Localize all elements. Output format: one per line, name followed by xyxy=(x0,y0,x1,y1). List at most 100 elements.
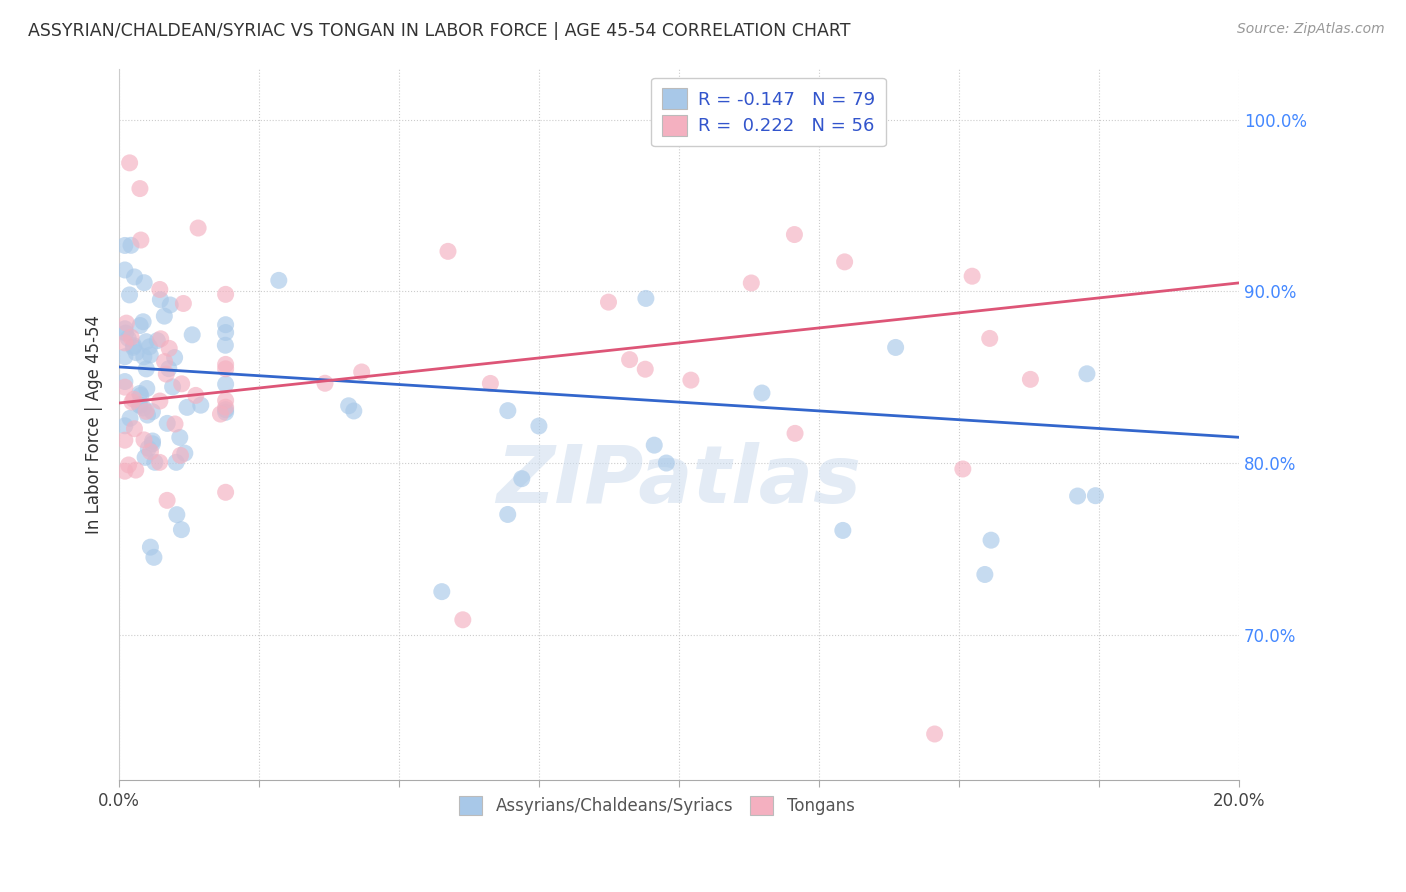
Point xyxy=(1066,489,1088,503)
Point xyxy=(135,382,157,396)
Point xyxy=(834,255,856,269)
Point xyxy=(146,334,169,348)
Point xyxy=(783,426,806,441)
Point xyxy=(176,401,198,415)
Point xyxy=(114,263,136,277)
Point xyxy=(214,326,236,340)
Point xyxy=(924,727,946,741)
Point xyxy=(149,455,172,469)
Point xyxy=(343,404,366,418)
Point xyxy=(117,458,139,472)
Point xyxy=(114,418,136,433)
Point xyxy=(129,181,152,195)
Point xyxy=(655,456,678,470)
Point xyxy=(162,380,184,394)
Text: ASSYRIAN/CHALDEAN/SYRIAC VS TONGAN IN LABOR FORCE | AGE 45-54 CORRELATION CHART: ASSYRIAN/CHALDEAN/SYRIAC VS TONGAN IN LA… xyxy=(28,22,851,40)
Point xyxy=(884,341,907,355)
Point xyxy=(141,434,163,448)
Point xyxy=(314,376,336,391)
Point xyxy=(783,227,806,242)
Point xyxy=(155,367,177,381)
Point xyxy=(114,322,136,336)
Point xyxy=(134,450,156,465)
Point xyxy=(129,399,152,413)
Point xyxy=(118,288,141,302)
Point xyxy=(214,402,236,417)
Point xyxy=(156,493,179,508)
Point xyxy=(214,393,236,408)
Point xyxy=(129,233,152,247)
Point xyxy=(118,156,141,170)
Point xyxy=(149,394,172,409)
Point xyxy=(159,298,181,312)
Point xyxy=(751,386,773,401)
Point xyxy=(214,361,236,376)
Point xyxy=(125,463,148,477)
Point xyxy=(121,395,143,409)
Point xyxy=(634,292,657,306)
Point xyxy=(479,376,502,391)
Point xyxy=(173,446,195,460)
Point xyxy=(214,318,236,332)
Point xyxy=(149,293,172,307)
Point xyxy=(166,508,188,522)
Point xyxy=(120,238,142,252)
Point xyxy=(169,449,191,463)
Point xyxy=(979,331,1001,345)
Point xyxy=(157,361,180,376)
Point xyxy=(124,422,146,436)
Point xyxy=(114,380,136,394)
Point xyxy=(132,433,155,447)
Point xyxy=(125,345,148,359)
Point xyxy=(831,524,853,538)
Point xyxy=(139,444,162,458)
Point xyxy=(135,362,157,376)
Point xyxy=(114,375,136,389)
Point xyxy=(117,331,139,345)
Point xyxy=(214,358,236,372)
Point xyxy=(1084,489,1107,503)
Point xyxy=(170,523,193,537)
Point xyxy=(114,433,136,447)
Point xyxy=(214,485,236,500)
Point xyxy=(124,269,146,284)
Point xyxy=(214,377,236,392)
Point xyxy=(114,335,136,350)
Point xyxy=(510,472,533,486)
Point xyxy=(149,332,172,346)
Point xyxy=(952,462,974,476)
Point xyxy=(619,352,641,367)
Point xyxy=(153,309,176,323)
Point xyxy=(679,373,702,387)
Point xyxy=(437,244,460,259)
Point xyxy=(114,326,136,340)
Y-axis label: In Labor Force | Age 45-54: In Labor Force | Age 45-54 xyxy=(86,315,103,534)
Point xyxy=(134,276,156,290)
Point xyxy=(136,441,159,455)
Point xyxy=(172,296,194,310)
Point xyxy=(118,411,141,425)
Legend: Assyrians/Chaldeans/Syriacs, Tongans: Assyrians/Chaldeans/Syriacs, Tongans xyxy=(449,786,865,825)
Point xyxy=(643,438,665,452)
Point xyxy=(132,315,155,329)
Point xyxy=(156,417,179,431)
Point xyxy=(181,327,204,342)
Point xyxy=(973,567,995,582)
Point xyxy=(132,401,155,415)
Text: Source: ZipAtlas.com: Source: ZipAtlas.com xyxy=(1237,22,1385,37)
Point xyxy=(170,376,193,391)
Point xyxy=(115,316,138,330)
Point xyxy=(136,408,159,422)
Point xyxy=(214,405,236,419)
Point xyxy=(122,338,145,352)
Point xyxy=(740,276,762,290)
Point xyxy=(169,430,191,444)
Point xyxy=(135,334,157,349)
Point xyxy=(141,437,163,451)
Point xyxy=(129,388,152,402)
Point xyxy=(122,392,145,407)
Point xyxy=(138,340,160,354)
Point xyxy=(214,338,236,352)
Point xyxy=(149,283,172,297)
Point xyxy=(114,238,136,252)
